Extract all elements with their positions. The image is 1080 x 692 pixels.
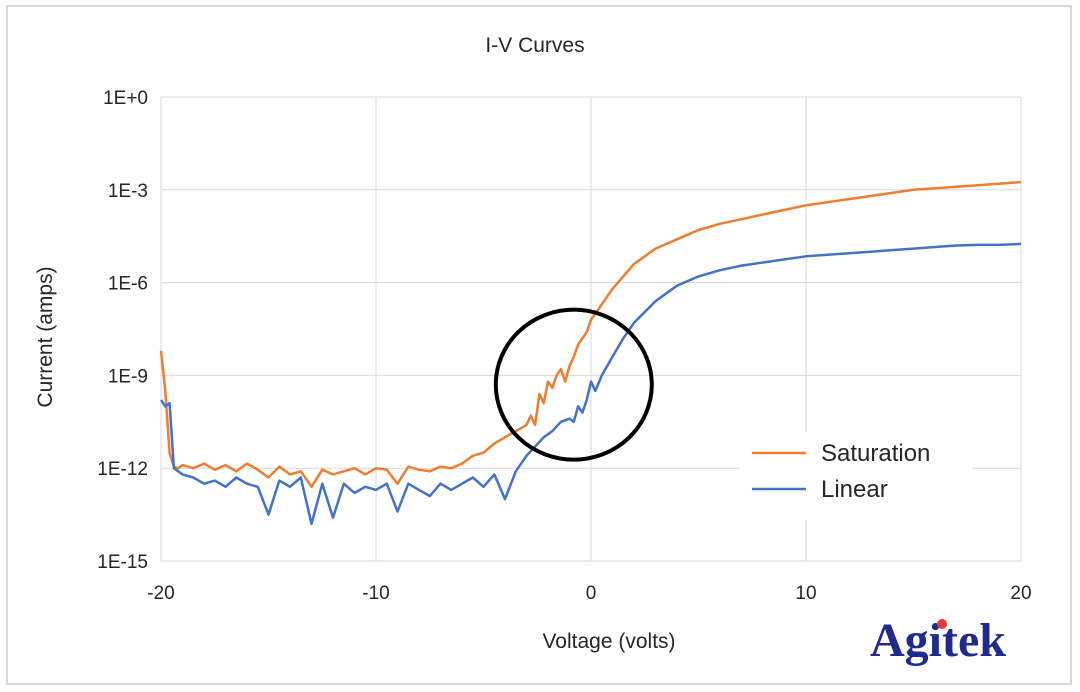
chart-frame <box>6 5 1072 685</box>
tick-labels: -20 -10 0 10 20 1E+0 1E-3 1E-6 1E-9 1E-12 1E-15 <box>97 88 1031 604</box>
legend: Saturation Linear <box>740 432 972 520</box>
highlight-circle <box>493 307 654 462</box>
chart-title: I-V Curves <box>485 34 584 57</box>
series-line-linear <box>159 242 1022 526</box>
x-tick-label: 20 <box>1010 583 1031 604</box>
x-tick-label: 10 <box>795 583 816 604</box>
y-tick-label: 1E-12 <box>97 459 148 480</box>
series-layer <box>159 180 1022 526</box>
y-axis-title: Current (amps) <box>34 266 57 407</box>
x-tick-label: 0 <box>586 583 597 604</box>
x-tick-label: -10 <box>362 583 389 604</box>
y-tick-label: 1E-9 <box>108 366 148 387</box>
legend-label-linear: Linear <box>821 476 888 503</box>
legend-label-saturation: Saturation <box>821 440 930 467</box>
y-tick-label: 1E-6 <box>108 274 148 295</box>
x-tick-label: -20 <box>147 583 174 604</box>
y-tick-label: 1E-3 <box>108 181 148 202</box>
x-axis-title: Voltage (volts) <box>542 630 675 653</box>
agitek-logo-dot <box>937 619 947 629</box>
agitek-logo: Agitek <box>870 614 1006 667</box>
annotation-layer <box>493 307 654 462</box>
series-line-saturation <box>159 180 1022 489</box>
gridlines <box>160 96 1022 562</box>
legend-background <box>740 432 972 520</box>
y-tick-label: 1E-15 <box>97 552 148 573</box>
y-tick-label: 1E+0 <box>103 88 148 109</box>
